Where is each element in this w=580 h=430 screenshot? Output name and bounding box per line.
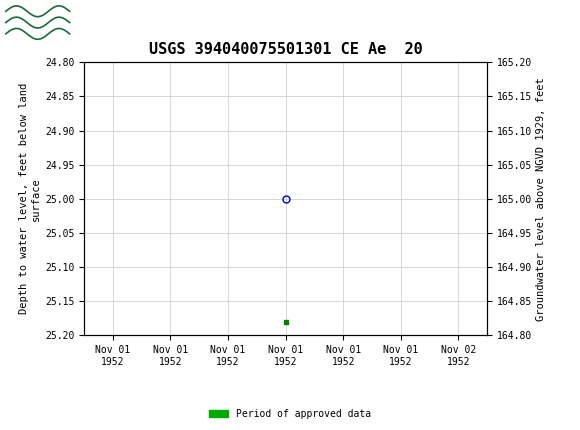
Text: USGS: USGS <box>78 14 133 31</box>
Y-axis label: Depth to water level, feet below land
surface: Depth to water level, feet below land su… <box>19 83 41 314</box>
Y-axis label: Groundwater level above NGVD 1929, feet: Groundwater level above NGVD 1929, feet <box>536 77 546 321</box>
Title: USGS 394040075501301 CE Ae  20: USGS 394040075501301 CE Ae 20 <box>149 42 422 57</box>
Legend: Period of approved data: Period of approved data <box>205 405 375 423</box>
Bar <box>3 3 72 42</box>
